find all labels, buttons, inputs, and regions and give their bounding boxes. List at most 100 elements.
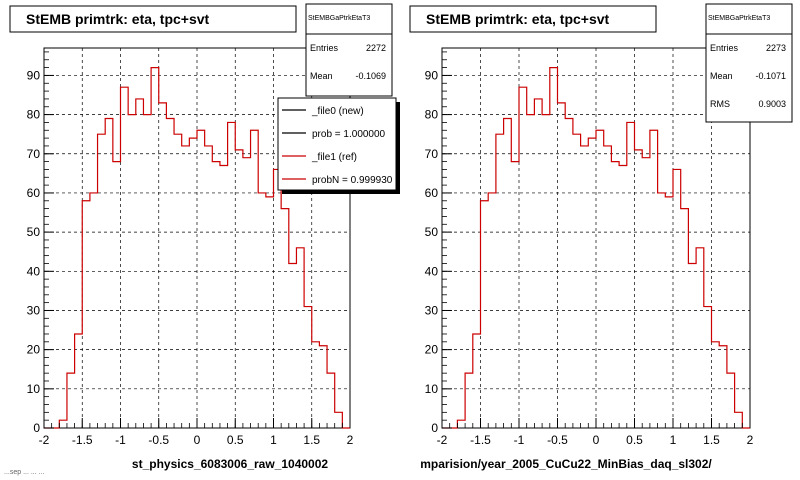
x-tick-label: 0.5 — [626, 433, 643, 447]
histogram-bin — [228, 122, 236, 428]
histogram-bin — [596, 130, 604, 428]
histogram-bin — [197, 130, 205, 428]
histogram-bin — [488, 193, 496, 428]
footer-note: ...sep ... ... ... — [4, 469, 45, 476]
histogram-bin — [635, 150, 643, 428]
y-tick-label: 60 — [425, 186, 439, 200]
y-tick-label: 10 — [27, 382, 41, 396]
stats-label: Mean — [710, 71, 733, 81]
stats-name: StEMBGaPtrkEtaT3 — [708, 15, 770, 22]
legend-label: _file0 (new) — [311, 106, 364, 117]
y-tick-label: 90 — [27, 68, 41, 82]
stats-label: Entries — [310, 43, 339, 53]
histogram-series — [442, 66, 750, 429]
chart-title: StEMB primtrk: eta, tpc+svt — [26, 11, 210, 27]
chart-panel-2: -2 -1.5 -1 -0.5 0 0.5 1 1.5 20102030405060708090… — [409, 3, 793, 471]
histogram-bin — [465, 373, 473, 428]
stats-value: -0.1071 — [755, 71, 786, 81]
stats-label: RMS — [710, 99, 730, 109]
histogram-bin — [735, 412, 743, 428]
histogram-bin — [319, 346, 327, 428]
histogram-bin — [519, 87, 527, 428]
histogram-bin — [712, 342, 720, 428]
y-tick-label: 40 — [27, 264, 41, 278]
x-tick-label: 0.5 — [227, 433, 244, 447]
y-tick-label: 90 — [425, 68, 439, 82]
stats-value: 0.9003 — [758, 99, 786, 109]
stats-value: 2273 — [766, 43, 786, 53]
histogram-bin — [182, 146, 190, 428]
histogram-bin — [719, 346, 727, 428]
histogram-bin — [205, 146, 213, 428]
histogram-bin — [481, 201, 489, 428]
x-tick-label: -1.5 — [72, 433, 93, 447]
histogram-bin — [75, 334, 83, 428]
histogram-bin — [243, 158, 251, 428]
histogram-bin — [151, 68, 159, 428]
y-tick-label: 0 — [33, 421, 40, 435]
y-tick-label: 70 — [27, 147, 41, 161]
histogram-bin — [274, 169, 282, 428]
histogram-bin — [527, 115, 535, 428]
y-tick-label: 80 — [27, 108, 41, 122]
histogram-bin — [642, 158, 650, 428]
histogram-bin — [296, 248, 304, 428]
histogram-bin — [136, 99, 144, 428]
y-tick-label: 30 — [27, 303, 41, 317]
x-tick-label: -2 — [39, 433, 50, 447]
x-tick-label: 0 — [194, 433, 201, 447]
histogram-bin — [550, 68, 558, 428]
histogram-bin — [588, 138, 596, 428]
histogram-bin — [90, 193, 98, 428]
stats-value: 2272 — [366, 43, 386, 53]
histogram-bin — [304, 307, 312, 428]
x-tick-label: -1 — [115, 433, 126, 447]
histogram-bin — [235, 150, 243, 428]
y-tick-label: 0 — [431, 421, 438, 435]
histogram-bin — [212, 162, 220, 428]
stats-box — [705, 3, 793, 123]
stats-label: Mean — [310, 71, 333, 81]
x-tick-label: -0.5 — [148, 433, 169, 447]
y-tick-label: 60 — [27, 186, 41, 200]
histogram-bin — [688, 263, 696, 428]
histogram-bin — [266, 197, 274, 428]
histogram-bin — [174, 134, 182, 428]
legend-box — [277, 97, 397, 191]
histogram-bin — [473, 334, 481, 428]
histogram-bin — [166, 119, 174, 428]
histogram-bin — [159, 103, 167, 428]
histogram-bin — [504, 119, 512, 428]
histogram-bin — [696, 248, 704, 428]
histogram-bin — [627, 122, 635, 428]
histogram-bin — [542, 115, 550, 428]
histogram-bin — [251, 130, 259, 428]
x-tick-label: -1.5 — [470, 433, 491, 447]
legend-label: probN = 0.999930 — [312, 175, 393, 186]
title-box — [9, 5, 297, 33]
chart-title: StEMB primtrk: eta, tpc+svt — [426, 11, 610, 27]
x-tick-label: 0 — [593, 433, 600, 447]
histogram-bin — [289, 263, 297, 428]
histogram-bin — [611, 162, 619, 428]
y-tick-label: 80 — [425, 108, 439, 122]
y-tick-label: 40 — [425, 264, 439, 278]
title-box — [409, 5, 657, 33]
histogram-bin — [673, 169, 681, 428]
chart-panel-1: -2 -1.5 -1 -0.5 0 0.5 1 1.5 20102030405060708090… — [9, 3, 400, 471]
x-tick-label: 1 — [670, 433, 677, 447]
histogram-bin — [665, 197, 673, 428]
histogram-bin — [534, 99, 542, 428]
stats-label: Entries — [710, 43, 739, 53]
histogram-bin — [619, 166, 627, 428]
y-tick-label: 30 — [425, 303, 439, 317]
histogram-bin — [727, 373, 735, 428]
stats-name: StEMBGaPtrkEtaT3 — [308, 15, 370, 22]
x-tick-label: 1.5 — [703, 433, 720, 447]
stats-value: -0.1069 — [355, 71, 386, 81]
histogram-bin — [681, 209, 689, 428]
histogram-bin — [98, 134, 106, 428]
histogram-bin — [143, 115, 151, 428]
y-tick-label: 50 — [27, 225, 41, 239]
